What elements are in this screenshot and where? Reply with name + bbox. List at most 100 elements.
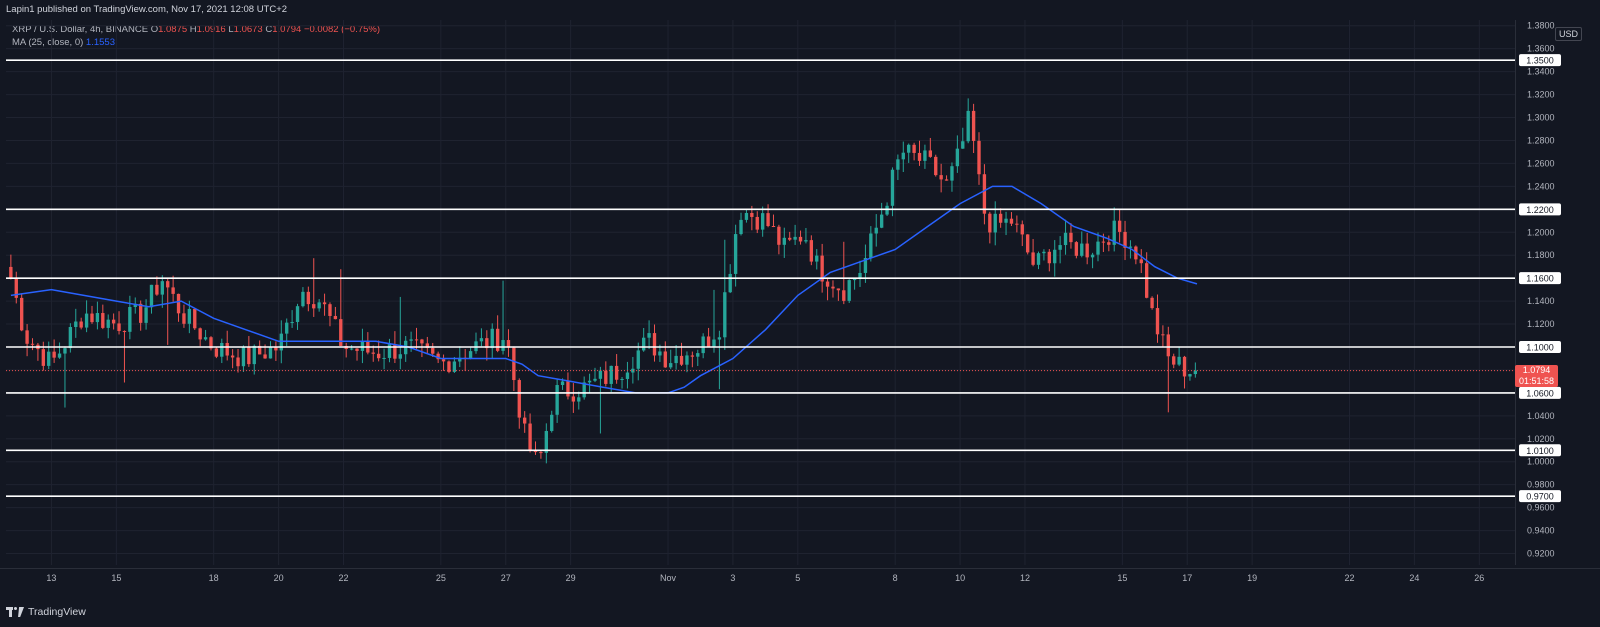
ma-label: MA (25, close, 0) [12, 37, 84, 48]
x-tick-label: 27 [501, 573, 511, 583]
candle-body [485, 338, 489, 349]
tradingview-logo[interactable]: TradingView [6, 606, 86, 618]
candle-body [614, 365, 619, 380]
candle-body [317, 302, 321, 309]
candle-body [944, 179, 949, 181]
x-tick-label: 10 [955, 573, 965, 583]
candle-body [1182, 356, 1187, 377]
candle-body [312, 304, 316, 309]
candle-body [723, 292, 727, 338]
candle-body [620, 378, 624, 380]
candle-body [166, 281, 170, 288]
candle-body [349, 348, 354, 350]
candle-body [1128, 246, 1133, 248]
candle-body [68, 326, 73, 349]
candle-body [171, 287, 175, 294]
candle-body [441, 359, 446, 362]
candle-body [122, 331, 127, 333]
candle-body [798, 236, 803, 242]
candle-body [544, 430, 548, 453]
candle-body [14, 278, 18, 298]
candle-body [1074, 242, 1079, 256]
currency-label[interactable]: USD [1555, 27, 1583, 41]
y-tick-label: 1.2800 [1527, 135, 1555, 145]
y-tick-label: 1.3200 [1527, 90, 1555, 100]
candle-body [1009, 218, 1014, 224]
close-label: C [265, 24, 273, 35]
candle-body [788, 237, 792, 240]
candle-body [322, 302, 327, 305]
price-axis-border [1515, 20, 1516, 565]
candle-body [1026, 234, 1030, 253]
ma-value: 1.1553 [85, 37, 115, 48]
candle-body [301, 291, 305, 307]
low-label: L [228, 24, 234, 35]
x-tick-label: 13 [46, 573, 56, 583]
candle-body [128, 306, 132, 332]
low-value: 1.0673 [233, 24, 263, 35]
candle-body [1004, 218, 1008, 223]
candle-body [495, 328, 500, 351]
candle-body [79, 321, 83, 328]
level-label-box [1519, 490, 1561, 503]
candle-body [858, 272, 862, 278]
high-label: H [189, 24, 197, 35]
candle-body [1047, 251, 1051, 264]
candle-body [1188, 374, 1192, 377]
y-tick-label: 1.0000 [1527, 457, 1555, 467]
y-tick-label: 1.2400 [1527, 181, 1555, 191]
y-tick-label: 0.9800 [1527, 480, 1555, 490]
candle-body [523, 417, 527, 424]
candle-body [934, 156, 938, 176]
y-tick-label: 1.0200 [1527, 434, 1555, 444]
candle-body [1036, 253, 1041, 265]
candle-body [468, 351, 473, 359]
candle-body [431, 347, 435, 354]
level-label-box [1519, 272, 1561, 285]
level-label-box [1519, 386, 1561, 399]
candle-body [1058, 245, 1062, 250]
candle-body [539, 452, 543, 454]
candle-body [982, 174, 987, 214]
candle-body [90, 313, 94, 323]
candle-body [247, 346, 251, 365]
candle-body [52, 351, 56, 358]
candle-body [593, 378, 597, 381]
candle-body [641, 337, 646, 351]
symbol-title: XRP / U.S. Dollar, 4h, BINANCE [12, 24, 149, 35]
publisher-caption: Lapin1 published on TradingView.com, Nov… [6, 4, 288, 15]
x-tick-label: 15 [111, 573, 121, 583]
candle-body [1172, 356, 1176, 365]
x-tick-label: 19 [1247, 573, 1257, 583]
candle-body [690, 355, 695, 357]
level-label: 1.0100 [1526, 446, 1554, 456]
candle-body [1112, 220, 1116, 245]
candle-body [458, 357, 462, 362]
x-tick-label: 5 [795, 573, 800, 583]
candle-body [885, 205, 889, 215]
ma-legend[interactable]: MA (25, close, 0) 1.1553 [12, 37, 115, 48]
candle-body [1193, 370, 1198, 375]
candle-body [138, 303, 143, 323]
candle-body [41, 349, 45, 366]
candle-body [155, 284, 159, 295]
candle-body [560, 381, 565, 386]
candle-body [923, 150, 927, 161]
y-tick-label: 1.3800 [1527, 21, 1555, 31]
open-value: 1.0875 [158, 24, 188, 35]
candle-body [658, 351, 662, 356]
level-label-box [1519, 444, 1561, 457]
high-value: 1.0916 [196, 24, 226, 35]
candle-body [1139, 259, 1143, 264]
tradingview-brand: TradingView [28, 606, 86, 618]
candle-body [512, 347, 516, 381]
y-tick-label: 1.1800 [1527, 250, 1555, 260]
candle-body [555, 385, 559, 415]
candle-body [879, 214, 884, 228]
candle-body [355, 348, 359, 351]
candle-body [782, 237, 786, 245]
candle-body [203, 337, 208, 340]
candle-body [674, 355, 678, 364]
candle-body [506, 340, 511, 348]
